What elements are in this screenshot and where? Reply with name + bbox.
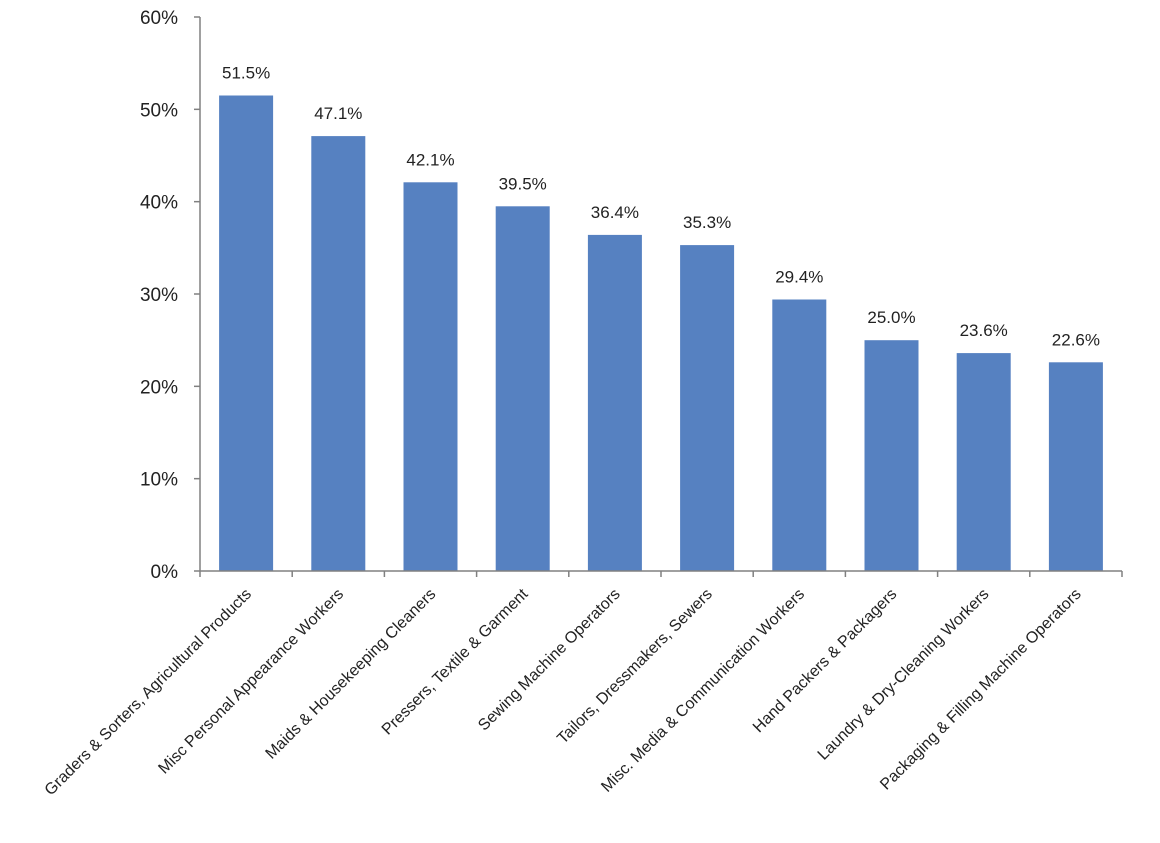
x-tick-label: Misc. Media & Communication Workers	[598, 586, 808, 796]
data-label: 23.6%	[960, 321, 1008, 340]
data-label: 25.0%	[867, 308, 915, 327]
x-tick-label: Laundry & Dry-Cleaning Workers	[815, 586, 993, 764]
bar	[1048, 362, 1103, 571]
y-tick-label: 0%	[151, 562, 179, 583]
bar	[772, 299, 827, 571]
data-label: 42.1%	[406, 150, 454, 169]
axes-group	[194, 16, 1123, 577]
bar	[219, 95, 274, 571]
bars-group	[219, 95, 1103, 572]
data-label: 35.3%	[683, 213, 731, 232]
y-tick-label: 40%	[140, 193, 178, 214]
y-tick-label: 50%	[140, 100, 178, 121]
data-label: 29.4%	[775, 268, 823, 287]
y-tick-label: 20%	[140, 377, 178, 398]
x-tick-label: Packaging & Filling Machine Operators	[877, 586, 1085, 794]
y-tick-label: 60%	[140, 8, 178, 29]
data-label: 51.5%	[222, 64, 270, 83]
bar	[495, 206, 550, 572]
data-label: 36.4%	[591, 203, 639, 222]
y-tick-label: 30%	[140, 285, 178, 306]
x-tick-label: Misc Personal Appearance Workers	[155, 586, 347, 778]
x-tick-label: Tailors, Dressmakers, Sewers	[554, 586, 716, 748]
bar	[864, 340, 919, 571]
data-label: 22.6%	[1052, 330, 1100, 349]
bar	[403, 182, 458, 572]
data-label: 39.5%	[499, 174, 547, 193]
bar	[311, 136, 366, 571]
x-tick-label: Maids & Housekeeping Cleaners	[263, 586, 440, 763]
data-label: 47.1%	[314, 104, 362, 123]
x-tick-label: Graders & Sorters, Agricultural Products	[42, 586, 255, 799]
bar	[956, 353, 1011, 571]
bar	[680, 245, 735, 571]
bar	[587, 234, 642, 571]
y-tick-label: 10%	[140, 470, 178, 491]
x-tick-label: Pressers, Textile & Garment	[379, 585, 532, 738]
